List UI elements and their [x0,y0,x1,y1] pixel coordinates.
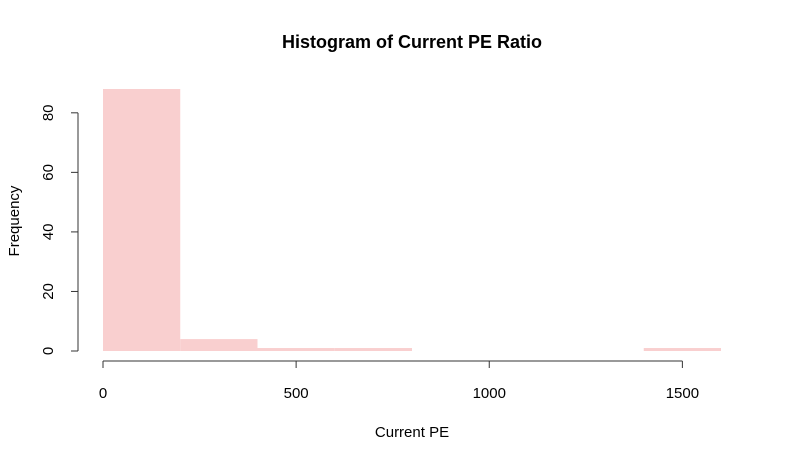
y-axis-label: Frequency [6,185,23,256]
x-tick-label-0: 0 [99,385,107,402]
x-tick-label-500: 500 [284,385,309,402]
y-tick-label-0: 0 [40,347,57,355]
histogram-bar-0 [103,89,181,351]
y-tick-label-60: 60 [40,164,57,181]
x-tick-label-1000: 1000 [473,385,506,402]
x-axis-label: Current PE [375,424,449,441]
bars-group [103,89,721,351]
histogram-bar-1 [180,339,258,351]
y-tick-label-20: 20 [40,283,57,300]
y-tick-label-80: 80 [40,104,57,121]
x-axis: 0 500 1000 1500 [99,360,699,402]
histogram-bar-2 [257,348,335,351]
x-tick-label-1500: 1500 [666,385,699,402]
chart-title: Histogram of Current PE Ratio [282,32,542,52]
histogram-bar-7 [643,348,721,351]
y-tick-label-40: 40 [40,224,57,241]
histogram-bar-3 [334,348,412,351]
y-axis: 0 20 40 60 80 [40,104,79,355]
